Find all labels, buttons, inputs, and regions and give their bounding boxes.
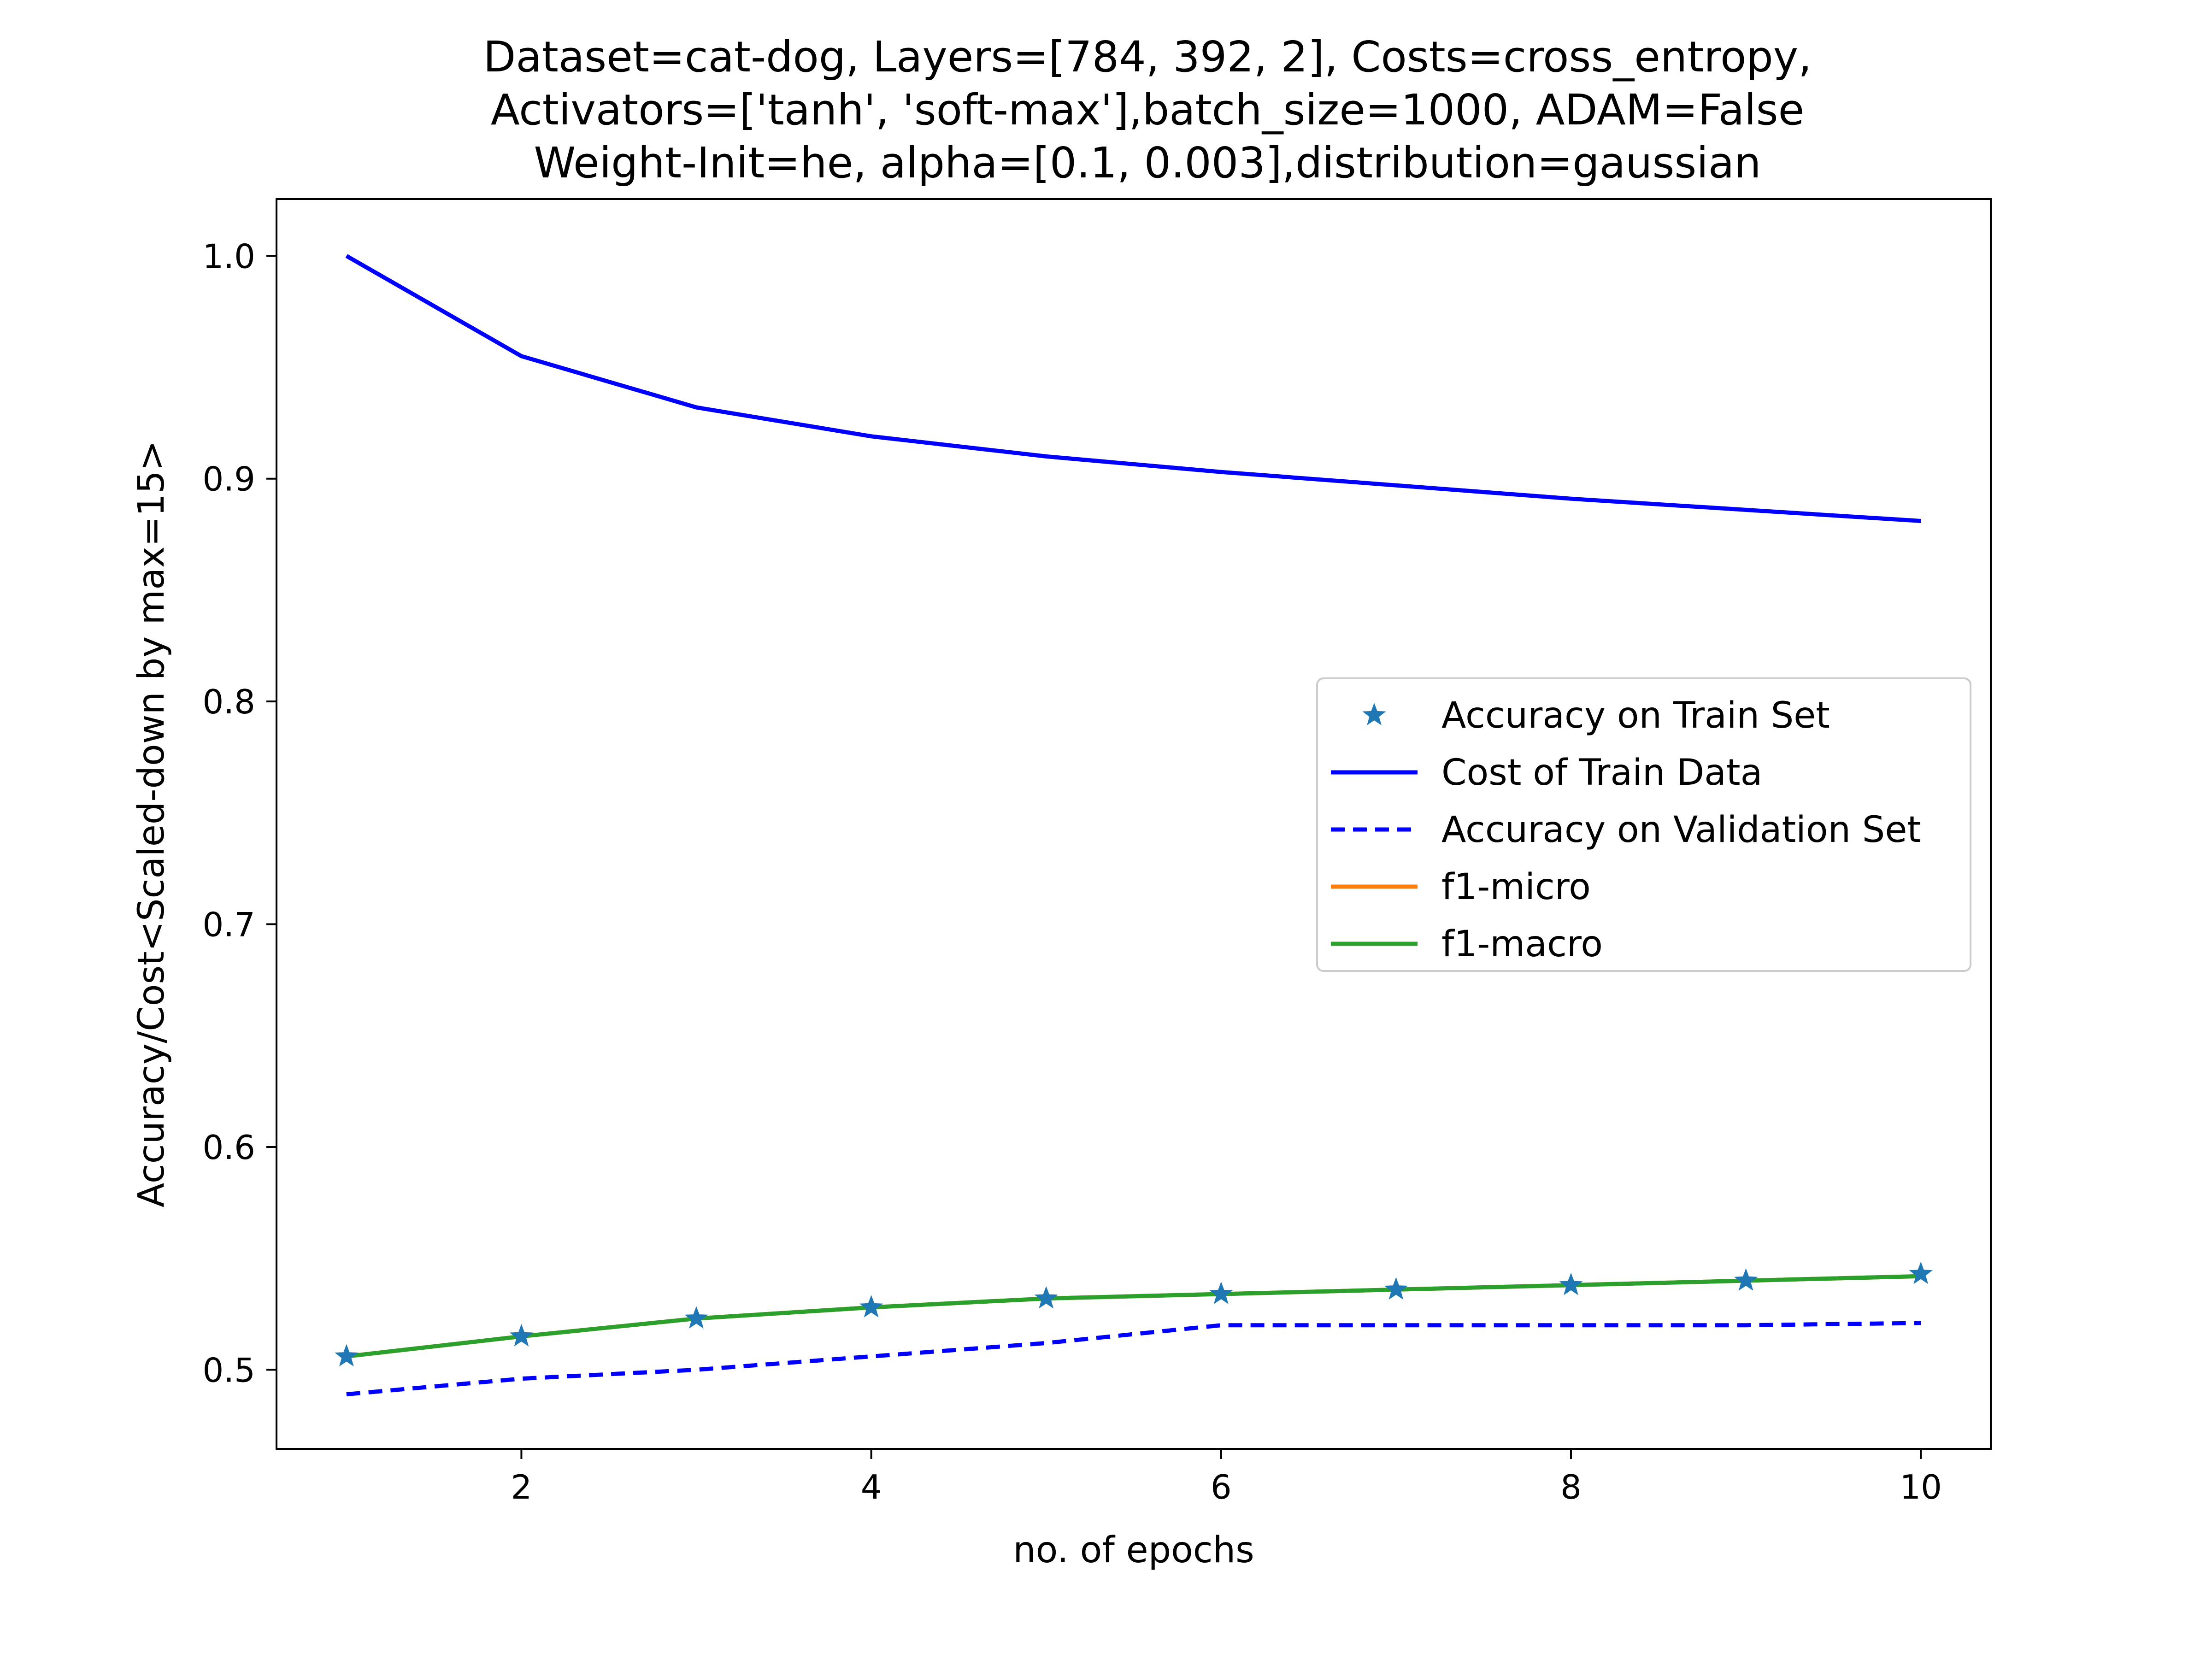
legend-item: Accuracy on Train Set	[1362, 695, 1830, 736]
legend-label: Cost of Train Data	[1441, 752, 1762, 794]
y-tick-label: 0.9	[202, 460, 255, 499]
x-axis: 2 4 6 8 10	[511, 1449, 1942, 1506]
series-line-f1-macro	[346, 1274, 1921, 1359]
chart-title-line-1: Dataset=cat-dog, Layers=[784, 392, 2], C…	[483, 32, 1812, 82]
data-point-star	[1909, 1261, 1933, 1284]
data-point-star	[1034, 1286, 1058, 1309]
series-line-f1-micro	[346, 1274, 1921, 1359]
series-line-accuracy-on-validation-set	[346, 1321, 1921, 1397]
legend-label: f1-macro	[1441, 924, 1603, 965]
y-tick-label: 0.5	[202, 1351, 255, 1389]
series-accuracy-on-train-set	[335, 1261, 1933, 1367]
legend-item: Accuracy on Validation Set	[1331, 809, 1921, 851]
y-axis-label: Accuracy/Cost<Scaled-down by max=15>	[131, 441, 172, 1207]
data-point-star	[1734, 1268, 1758, 1291]
series-line-cost-of-train-data	[345, 254, 1921, 523]
data-point-star	[1384, 1277, 1408, 1300]
legend-box	[1316, 677, 1971, 972]
x-tick-label: 4	[861, 1468, 882, 1506]
x-tick-label: 10	[1900, 1468, 1942, 1506]
data-point-star	[509, 1324, 534, 1347]
x-tick-label: 8	[1560, 1468, 1582, 1506]
data-point-star	[684, 1306, 708, 1329]
y-tick-label: 1.0	[202, 237, 255, 276]
legend-item: f1-macro	[1331, 924, 1603, 965]
data-point-star	[1559, 1272, 1583, 1295]
legend-item: Cost of Train Data	[1331, 752, 1762, 794]
y-tick-label: 0.7	[202, 906, 255, 944]
plot-frame	[276, 198, 1992, 1450]
legend-label: f1-micro	[1441, 866, 1591, 908]
legend-marker-star	[1362, 703, 1386, 725]
y-axis: 0.5 0.6 0.7 0.8 0.9 1.0	[202, 237, 276, 1389]
data-point-star	[1209, 1282, 1233, 1304]
plot-area	[335, 254, 1933, 1397]
x-axis-label: no. of epochs	[1013, 1530, 1254, 1571]
legend-label: Accuracy on Train Set	[1441, 695, 1830, 736]
legend-label: Accuracy on Validation Set	[1441, 809, 1921, 851]
data-point-star	[859, 1295, 883, 1318]
legend-item: f1-micro	[1331, 866, 1591, 908]
y-tick-label: 0.8	[202, 682, 255, 721]
data-point-star	[335, 1344, 359, 1367]
chart-title: Dataset=cat-dog, Layers=[784, 392, 2], C…	[483, 32, 1812, 188]
chart-title-line-2: Activators=['tanh', 'soft-max'],batch_si…	[491, 85, 1804, 135]
x-tick-label: 6	[1211, 1468, 1232, 1506]
chart-title-line-3: Weight-Init=he, alpha=[0.1, 0.003],distr…	[534, 138, 1761, 188]
legend: Accuracy on Train Set Cost of Train Data A…	[1316, 677, 1971, 972]
y-tick-label: 0.6	[202, 1128, 255, 1167]
x-tick-label: 2	[511, 1468, 532, 1506]
